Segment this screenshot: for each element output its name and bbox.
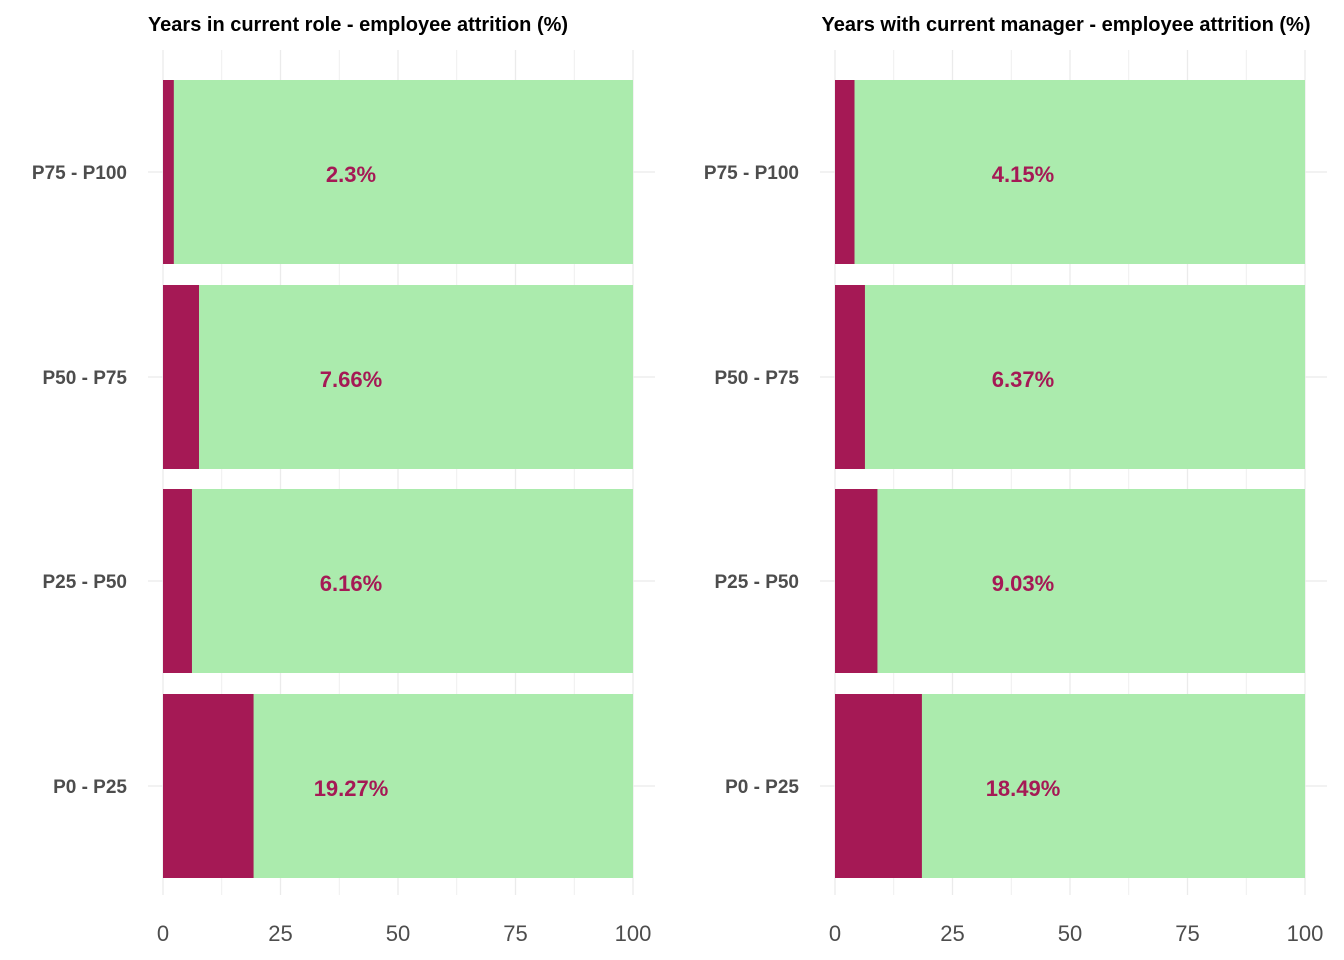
bar-attrition xyxy=(163,80,174,264)
bar-remainder xyxy=(163,80,633,264)
x-tick-label: 25 xyxy=(940,921,964,946)
x-tick-label: 25 xyxy=(268,921,292,946)
data-label: 6.37% xyxy=(992,367,1054,392)
x-tick-label: 100 xyxy=(615,921,652,946)
x-tick-label: 50 xyxy=(1058,921,1082,946)
x-tick-label: 0 xyxy=(829,921,841,946)
x-tick-label: 0 xyxy=(157,921,169,946)
x-axis-ticks: 0 25 50 75 100 xyxy=(829,921,1323,946)
chart-panel-years-in-current-role: Years in current role - employee attriti… xyxy=(32,14,655,946)
y-tick-label: P0 - P25 xyxy=(53,777,127,798)
y-axis-labels: P0 - P25 P25 - P50 P50 - P75 P75 - P100 xyxy=(704,163,800,798)
bar-attrition xyxy=(835,285,865,469)
bar-remainder xyxy=(835,80,1305,264)
x-tick-label: 75 xyxy=(503,921,527,946)
data-label: 6.16% xyxy=(320,571,382,596)
bar-remainder xyxy=(163,489,633,673)
y-tick-label: P25 - P50 xyxy=(715,572,800,593)
x-tick-label: 50 xyxy=(386,921,410,946)
chart-title: Years with current manager - employee at… xyxy=(821,14,1310,36)
chart-title: Years in current role - employee attriti… xyxy=(148,14,568,36)
x-tick-label: 75 xyxy=(1175,921,1199,946)
bar-attrition xyxy=(835,694,922,878)
y-axis-labels: P0 - P25 P25 - P50 P50 - P75 P75 - P100 xyxy=(32,163,128,798)
x-tick-label: 100 xyxy=(1287,921,1324,946)
y-tick-label: P25 - P50 xyxy=(43,572,128,593)
bar-attrition xyxy=(835,489,877,673)
bar-attrition xyxy=(163,489,192,673)
bar-attrition xyxy=(835,80,855,264)
x-axis-ticks: 0 25 50 75 100 xyxy=(157,921,651,946)
y-tick-label: P75 - P100 xyxy=(32,163,127,184)
bar-remainder xyxy=(835,489,1305,673)
data-label: 7.66% xyxy=(320,367,382,392)
y-tick-label: P0 - P25 xyxy=(725,777,799,798)
bar-remainder xyxy=(835,285,1305,469)
y-tick-label: P75 - P100 xyxy=(704,163,799,184)
data-label: 9.03% xyxy=(992,571,1054,596)
bar-attrition xyxy=(163,285,199,469)
bar-remainder xyxy=(163,285,633,469)
data-label: 19.27% xyxy=(314,776,389,801)
y-tick-label: P50 - P75 xyxy=(43,368,128,389)
chart-panel-years-with-current-manager: Years with current manager - employee at… xyxy=(704,14,1327,946)
data-label: 2.3% xyxy=(326,162,376,187)
data-label: 18.49% xyxy=(986,776,1061,801)
bar-attrition xyxy=(163,694,254,878)
y-tick-label: P50 - P75 xyxy=(715,368,800,389)
data-label: 4.15% xyxy=(992,162,1054,187)
